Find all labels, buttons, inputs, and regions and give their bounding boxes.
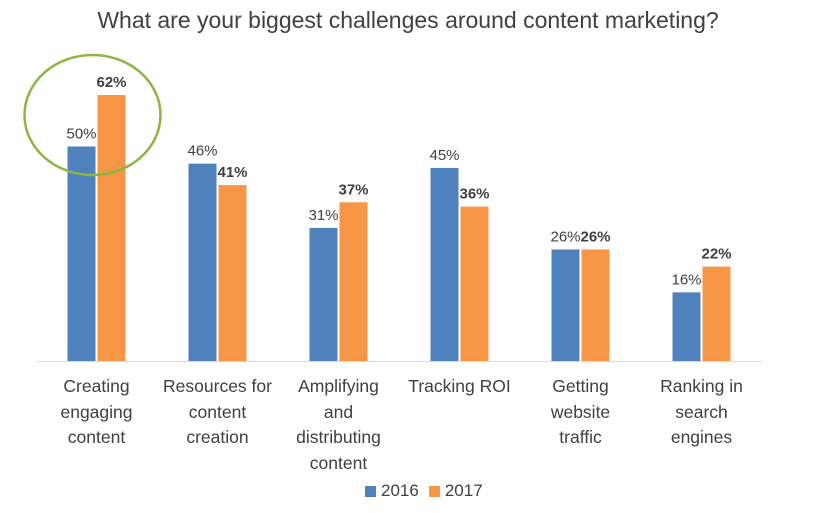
- data-label-2016-5: 26%: [550, 228, 580, 245]
- data-label-2017-3: 37%: [338, 181, 368, 198]
- bar-2016-1: [67, 146, 96, 361]
- bar-2016-6: [672, 292, 701, 361]
- bar-2017-5: [581, 249, 610, 361]
- legend-swatch-2016: [365, 485, 376, 497]
- data-label-2016-2: 46%: [187, 143, 217, 160]
- bar-2017-6: [702, 266, 731, 361]
- data-label-2016-6: 16%: [671, 271, 701, 288]
- data-label-2017-4: 36%: [459, 186, 489, 203]
- chart-title: What are your biggest challenges around …: [97, 7, 719, 33]
- data-label-2017-1: 62%: [96, 74, 126, 91]
- bar-2016-4: [430, 167, 459, 361]
- x-tick-label-4: Tracking ROI: [408, 376, 511, 396]
- data-label-2017-6: 22%: [701, 246, 731, 263]
- x-tick-label-6: Ranking in search engines: [660, 376, 743, 447]
- bar-2017-4: [460, 206, 489, 361]
- data-label-2016-1: 50%: [66, 125, 96, 142]
- bar-2017-2: [218, 185, 247, 361]
- highlight-circle: [23, 53, 162, 177]
- x-tick-label-5: Getting website traffic: [550, 376, 611, 447]
- data-label-2017-5: 26%: [580, 228, 610, 245]
- bar-2017-3: [339, 202, 368, 361]
- data-label-2017-2: 41%: [217, 164, 247, 181]
- bar-2016-2: [188, 163, 217, 361]
- legend-item-2017: 2017: [428, 481, 483, 501]
- x-tick-label-3: Amplifying and distributing content: [296, 376, 381, 473]
- x-tick-label-1: Creating engaging content: [60, 376, 133, 447]
- legend: 2016 2017: [365, 481, 493, 501]
- legend-item-2016: 2016: [365, 481, 419, 501]
- legend-label-2017: 2017: [444, 481, 483, 500]
- data-label-2016-3: 31%: [308, 207, 338, 224]
- bar-2016-3: [309, 228, 338, 361]
- bar-2016-5: [551, 249, 580, 361]
- legend-swatch-2017: [428, 485, 440, 497]
- x-tick-label-2: Resources for content creation: [163, 376, 272, 447]
- legend-label-2016: 2016: [381, 481, 419, 500]
- bar-2017-1: [97, 95, 126, 361]
- data-label-2016-4: 45%: [429, 147, 459, 164]
